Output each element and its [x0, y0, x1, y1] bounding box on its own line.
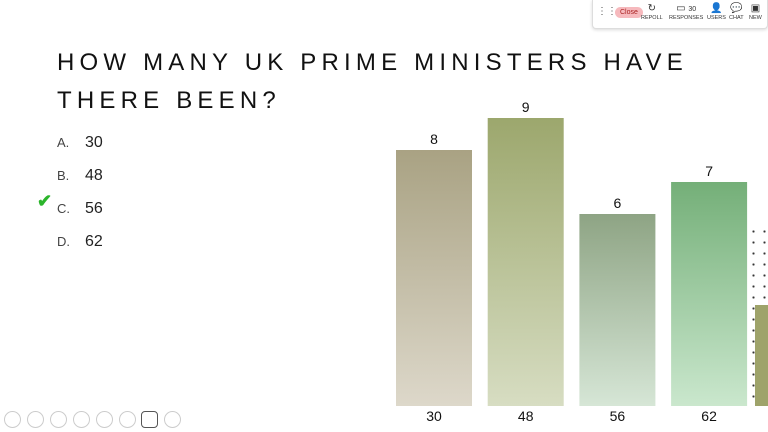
responses-button[interactable]: ▭ 30 RESPONSES	[669, 3, 704, 21]
option-text: 56	[85, 200, 103, 217]
option: C. 56	[57, 200, 103, 218]
tool-button[interactable]	[119, 411, 136, 428]
toolbar: ⋮⋮ Close ↻ REPOLL ▭ 30 RESPONSES 👤 USERS 💬 C…	[592, 0, 768, 29]
users-button[interactable]: 👤 USERS	[707, 3, 726, 21]
repoll-button[interactable]: ↻ REPOLL	[641, 3, 663, 21]
bar	[671, 182, 748, 406]
nav-button[interactable]	[4, 411, 21, 428]
label: USERS	[707, 15, 726, 21]
correct-check: ✔	[37, 191, 53, 211]
option-letter: B.	[57, 168, 70, 183]
bar	[487, 118, 564, 406]
category-label: 62	[701, 408, 717, 424]
question-title: HOW MANY UK PRIME MINISTERS HAVE THERE B…	[57, 44, 688, 120]
value-label: 6	[614, 195, 622, 211]
label: CHAT	[729, 15, 744, 21]
option-text: 30	[85, 134, 103, 151]
title-line: THERE BEEN?	[57, 87, 281, 114]
value-label: 9	[522, 99, 530, 115]
bar	[579, 214, 656, 406]
tool-button[interactable]	[50, 411, 67, 428]
category-label: 30	[426, 408, 442, 424]
chat-button[interactable]: 💬 CHAT	[729, 3, 744, 21]
option-letter: D.	[57, 234, 70, 249]
tool-button[interactable]	[96, 411, 113, 428]
title-line: HOW MANY UK PRIME MINISTERS HAVE	[57, 49, 688, 76]
new-button[interactable]: ▣ NEW	[749, 3, 762, 21]
nav-button[interactable]	[27, 411, 44, 428]
option-text: 48	[85, 167, 103, 184]
drag-handle[interactable]: ⋮⋮	[597, 6, 617, 17]
option-letter: A.	[57, 135, 70, 150]
label: NEW	[749, 15, 762, 21]
camera-button[interactable]	[141, 411, 158, 428]
tool-button[interactable]	[73, 411, 90, 428]
value-label: 7	[705, 163, 713, 179]
count: 30	[688, 6, 697, 13]
option-letter: C.	[57, 201, 70, 216]
label: RESPONSES	[669, 15, 704, 21]
option: A. 30	[57, 134, 103, 152]
side-bar	[755, 305, 768, 406]
label: REPOLL	[641, 15, 663, 21]
option: B. 48	[57, 167, 103, 185]
value-label: 8	[430, 131, 438, 147]
category-label: 48	[518, 408, 534, 424]
option: D. 62	[57, 233, 103, 251]
bar	[396, 150, 472, 406]
more-button[interactable]	[164, 411, 181, 428]
option-text: 62	[85, 233, 103, 250]
close-button[interactable]: Close	[615, 7, 643, 18]
category-label: 56	[610, 408, 626, 424]
